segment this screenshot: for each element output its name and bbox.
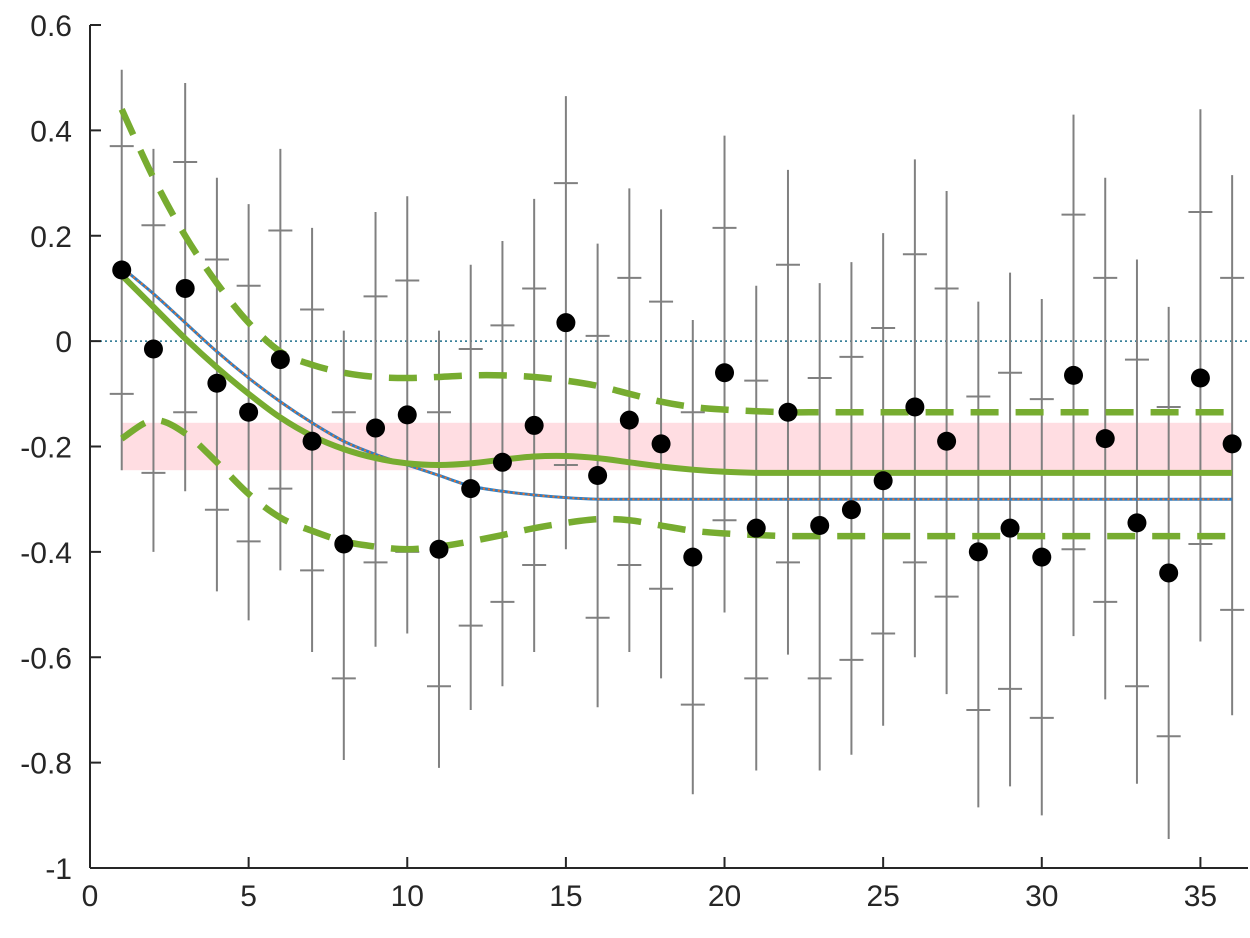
data-point <box>905 397 925 417</box>
series-layer <box>118 107 1233 553</box>
y-tick-label: 0.2 <box>30 221 72 254</box>
data-point <box>968 542 988 562</box>
data-point <box>683 547 703 567</box>
y-tick-label: 0 <box>55 326 72 359</box>
data-point <box>492 452 512 472</box>
point-layer <box>112 260 1242 583</box>
data-point <box>429 539 449 559</box>
data-point <box>715 363 735 383</box>
data-point <box>302 431 322 451</box>
data-point <box>270 350 290 370</box>
data-point <box>1032 547 1052 567</box>
x-tick-label: 10 <box>391 880 424 913</box>
data-point <box>651 434 671 454</box>
data-point <box>588 465 608 485</box>
x-tick-label: 20 <box>708 880 741 913</box>
data-point <box>873 471 893 491</box>
data-point <box>334 534 354 554</box>
y-tick-label: -1 <box>45 853 72 886</box>
data-point <box>397 405 417 425</box>
data-point <box>1190 368 1210 388</box>
data-point <box>207 373 227 393</box>
y-tick-label: -0.8 <box>20 748 72 781</box>
y-tick-label: 0.6 <box>30 10 72 43</box>
y-tick-label: -0.6 <box>20 642 72 675</box>
y-tick-label: -0.2 <box>20 432 72 465</box>
data-point <box>461 479 481 499</box>
data-point <box>1095 429 1115 449</box>
data-point <box>143 339 163 359</box>
data-point <box>1159 563 1179 583</box>
data-point <box>112 260 132 280</box>
shaded-band-layer <box>121 422 1233 471</box>
data-point <box>746 518 766 538</box>
data-point <box>810 516 830 536</box>
shaded-band <box>121 422 1233 471</box>
data-point <box>1000 518 1020 538</box>
series-line-0 <box>120 266 1233 501</box>
data-point <box>556 313 576 333</box>
data-point <box>366 418 386 438</box>
x-tick-label: 25 <box>866 880 899 913</box>
data-point <box>175 278 195 298</box>
x-tick-label: 30 <box>1025 880 1058 913</box>
axes: 0 5 10 15 20 25 30 35 -1 -0.8 -0.6 -0.4 -0.2 0 0.2 0.4 0… <box>20 10 1248 913</box>
data-point <box>1127 513 1147 533</box>
data-point <box>1222 434 1242 454</box>
data-point <box>778 402 798 422</box>
series-line-4 <box>119 416 1233 553</box>
data-point <box>239 402 259 422</box>
y-tick-label: 0.4 <box>30 115 72 148</box>
x-tick-label: 0 <box>82 880 99 913</box>
x-tick-label: 15 <box>549 880 582 913</box>
series-line-3 <box>118 107 1233 416</box>
x-tick-label: 5 <box>240 880 257 913</box>
data-point <box>619 410 639 430</box>
y-tick-label: -0.4 <box>20 537 72 570</box>
x-tick-label: 35 <box>1184 880 1217 913</box>
data-point <box>1064 365 1084 385</box>
data-point <box>841 500 861 520</box>
data-point <box>937 431 957 451</box>
data-point <box>524 415 544 435</box>
